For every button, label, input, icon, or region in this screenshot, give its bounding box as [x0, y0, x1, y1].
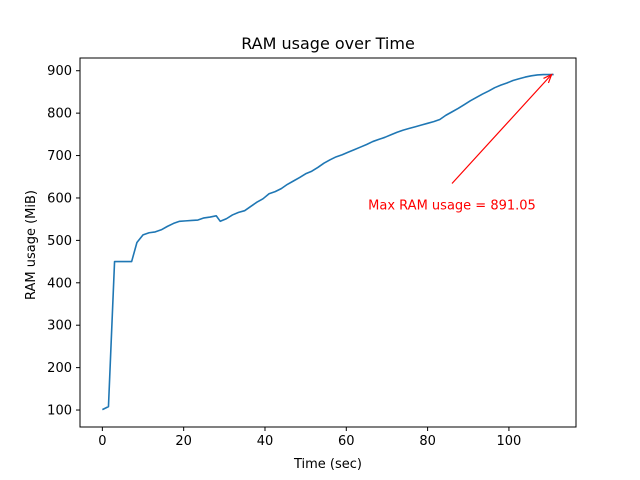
annotation-label: Max RAM usage = 891.05	[368, 198, 536, 213]
y-axis: 100 200 300 400 500 600 700 800 900	[47, 64, 80, 419]
x-axis: 0 20 40 60 80 100	[98, 427, 521, 449]
y-tick-label: 400	[47, 276, 72, 291]
y-tick-label: 100	[47, 404, 72, 419]
y-tick-label: 600	[47, 191, 72, 206]
annotation-arrow-line	[451, 74, 553, 184]
series-line-0	[102, 73, 554, 411]
max-annotation: Max RAM usage = 891.05	[368, 73, 553, 213]
x-tick-label: 20	[175, 434, 192, 449]
x-tick-label: 0	[98, 434, 106, 449]
y-tick-label: 700	[47, 149, 72, 164]
x-tick-label: 40	[257, 434, 274, 449]
y-tick-label: 200	[47, 361, 72, 376]
y-tick-label: 500	[47, 234, 72, 249]
y-tick-label: 900	[47, 64, 72, 79]
plot-area	[79, 57, 577, 428]
y-tick-label: 800	[47, 107, 72, 122]
y-tick-label: 300	[47, 319, 72, 334]
x-tick-label: 80	[419, 434, 436, 449]
annotation-arrow-head	[543, 73, 553, 84]
x-tick-label: 60	[338, 434, 355, 449]
x-tick-label: 100	[497, 434, 522, 449]
chart-title: RAM usage over Time	[241, 34, 415, 53]
plot-frame	[79, 57, 577, 428]
y-axis-label: RAM usage (MiB)	[24, 190, 39, 300]
x-axis-label: Time (sec)	[293, 457, 362, 472]
